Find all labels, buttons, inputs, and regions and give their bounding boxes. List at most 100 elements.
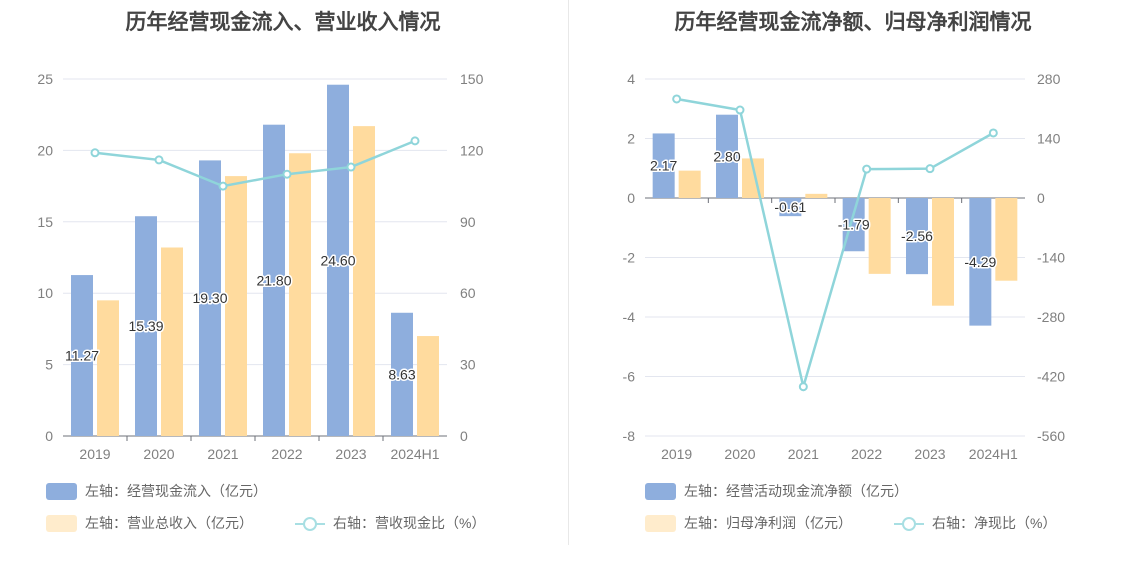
data-label: -1.79 <box>838 217 870 233</box>
data-label: 11.27 <box>65 348 99 364</box>
line-point <box>346 162 356 172</box>
line-point <box>798 382 808 392</box>
x-tick-label: 2024H1 <box>969 446 1018 462</box>
line-point <box>410 136 420 146</box>
y-right-tick-label: 60 <box>460 285 476 301</box>
x-tick-label: 2019 <box>79 446 110 462</box>
data-label: 19.30 <box>192 290 227 306</box>
line-point <box>282 169 292 179</box>
line-point <box>218 181 228 191</box>
y-left-tick-label: -6 <box>623 369 636 385</box>
data-label: 2.17 <box>650 158 677 174</box>
bar-series-2 <box>417 336 439 436</box>
x-tick-label: 2023 <box>335 446 366 462</box>
y-left-tick-label: -4 <box>623 309 636 325</box>
bar-series-2 <box>289 153 311 437</box>
y-left-tick-label: 4 <box>627 71 635 87</box>
line-point <box>988 128 998 138</box>
bar-series-2 <box>225 176 247 436</box>
y-left-tick-label: 5 <box>45 357 53 373</box>
y-right-tick-label: -560 <box>1037 428 1065 444</box>
y-left-tick-label: 15 <box>37 214 53 230</box>
data-label: -2.56 <box>901 228 933 244</box>
bar-series-1 <box>716 114 738 198</box>
legend-item-revenue-cash-ratio[interactable]: 右轴：营收现金比（%） <box>295 513 485 533</box>
x-tick-label: 2019 <box>661 446 692 462</box>
bar-series-1 <box>652 133 675 198</box>
y-left-tick-label: 2 <box>627 131 635 147</box>
bar-series-2 <box>995 198 1018 281</box>
y-right-tick-label: -280 <box>1037 309 1065 325</box>
bar-series-2 <box>868 198 891 274</box>
legend-swatch-bar <box>645 514 676 532</box>
bar-series-2 <box>353 126 375 437</box>
bar-series-1 <box>969 198 992 326</box>
bar-series-2 <box>932 198 954 306</box>
y-right-tick-label: -420 <box>1037 369 1065 385</box>
line-series <box>94 139 416 188</box>
x-tick-label: 2022 <box>851 446 882 462</box>
bar-series-1 <box>199 160 221 436</box>
bar-series-2 <box>678 170 701 198</box>
y-right-tick-label: 120 <box>460 142 484 158</box>
x-tick-label: 2020 <box>724 446 755 462</box>
bar-series-2 <box>161 247 183 436</box>
data-label: -4.29 <box>964 254 996 270</box>
chart-canvas: 0 0 5 30 10 60 15 90 20 120 25 150 2019 2020 2021 2022 2… <box>37 71 484 462</box>
legend-swatch-bar <box>645 482 676 500</box>
legend-swatch-bar <box>46 482 77 500</box>
line-point <box>925 164 935 174</box>
y-left-tick-label: -2 <box>623 250 636 266</box>
legend-label: 左轴：归母净利润（亿元） <box>684 515 852 531</box>
y-left-tick-label: 0 <box>627 190 635 206</box>
chart-title: 历年经营现金流净额、归母净利润情况 <box>674 11 1032 34</box>
x-tick-label: 2023 <box>914 446 945 462</box>
chart-panel-net-cash-net-profit: 历年经营现金流净额、归母净利润情况 -8 -560 -6 -420 -4 -280 -2 -1… <box>572 0 1134 582</box>
bar-series-2 <box>97 300 119 436</box>
legend-swatch-line <box>894 515 924 532</box>
data-label: 8.63 <box>388 366 415 382</box>
x-tick-label: 2021 <box>207 446 238 462</box>
bar-series-1 <box>135 216 157 436</box>
legend-item-net-operating-cash[interactable]: 左轴：经营活动现金流净额（亿元） <box>645 481 908 501</box>
legend-item-net-profit[interactable]: 左轴：归母净利润（亿元） <box>645 513 852 533</box>
legend-label: 左轴：经营现金流入（亿元） <box>85 483 267 499</box>
y-right-tick-label: -140 <box>1037 250 1065 266</box>
x-tick-label: 2020 <box>143 446 174 462</box>
line-series <box>676 97 994 392</box>
line-point <box>672 94 682 104</box>
bar-series-2 <box>805 193 828 198</box>
legend-label: 右轴：净现比（%） <box>932 515 1057 531</box>
y-right-tick-label: 0 <box>1037 190 1045 206</box>
legend-label: 左轴：营业总收入（亿元） <box>85 515 253 531</box>
bar-series-1 <box>391 312 413 436</box>
y-left-tick-label: 20 <box>37 142 53 158</box>
data-label: 24.60 <box>320 252 355 268</box>
legend-label: 右轴：营收现金比（%） <box>333 515 486 531</box>
panel-divider <box>568 0 569 545</box>
y-right-tick-label: 0 <box>460 428 468 444</box>
legend-swatch-bar <box>46 514 77 532</box>
data-label: 21.80 <box>256 272 291 288</box>
legend-item-cash-inflow[interactable]: 左轴：经营现金流入（亿元） <box>46 481 267 501</box>
x-tick-label: 2024H1 <box>390 446 439 462</box>
y-right-tick-label: 280 <box>1037 71 1061 87</box>
bar-series-1 <box>779 198 802 217</box>
bar-series-1 <box>263 124 285 437</box>
y-left-tick-label: 0 <box>45 428 53 444</box>
data-label: 2.80 <box>713 148 740 164</box>
y-left-tick-label: 10 <box>37 285 53 301</box>
data-label: -0.61 <box>774 199 806 215</box>
line-point <box>735 105 745 115</box>
bar-series-1 <box>906 198 928 275</box>
bar-series-1 <box>327 84 349 436</box>
line-point <box>90 148 100 158</box>
legend-item-revenue[interactable]: 左轴：营业总收入（亿元） <box>46 513 253 533</box>
y-right-tick-label: 150 <box>460 71 484 87</box>
line-point <box>154 155 164 165</box>
bar-series-1 <box>71 275 93 436</box>
legend-label: 左轴：经营活动现金流净额（亿元） <box>684 483 908 499</box>
legend-item-net-cash-ratio[interactable]: 右轴：净现比（%） <box>894 513 1056 533</box>
x-tick-label: 2022 <box>271 446 302 462</box>
y-right-tick-label: 90 <box>460 214 476 230</box>
